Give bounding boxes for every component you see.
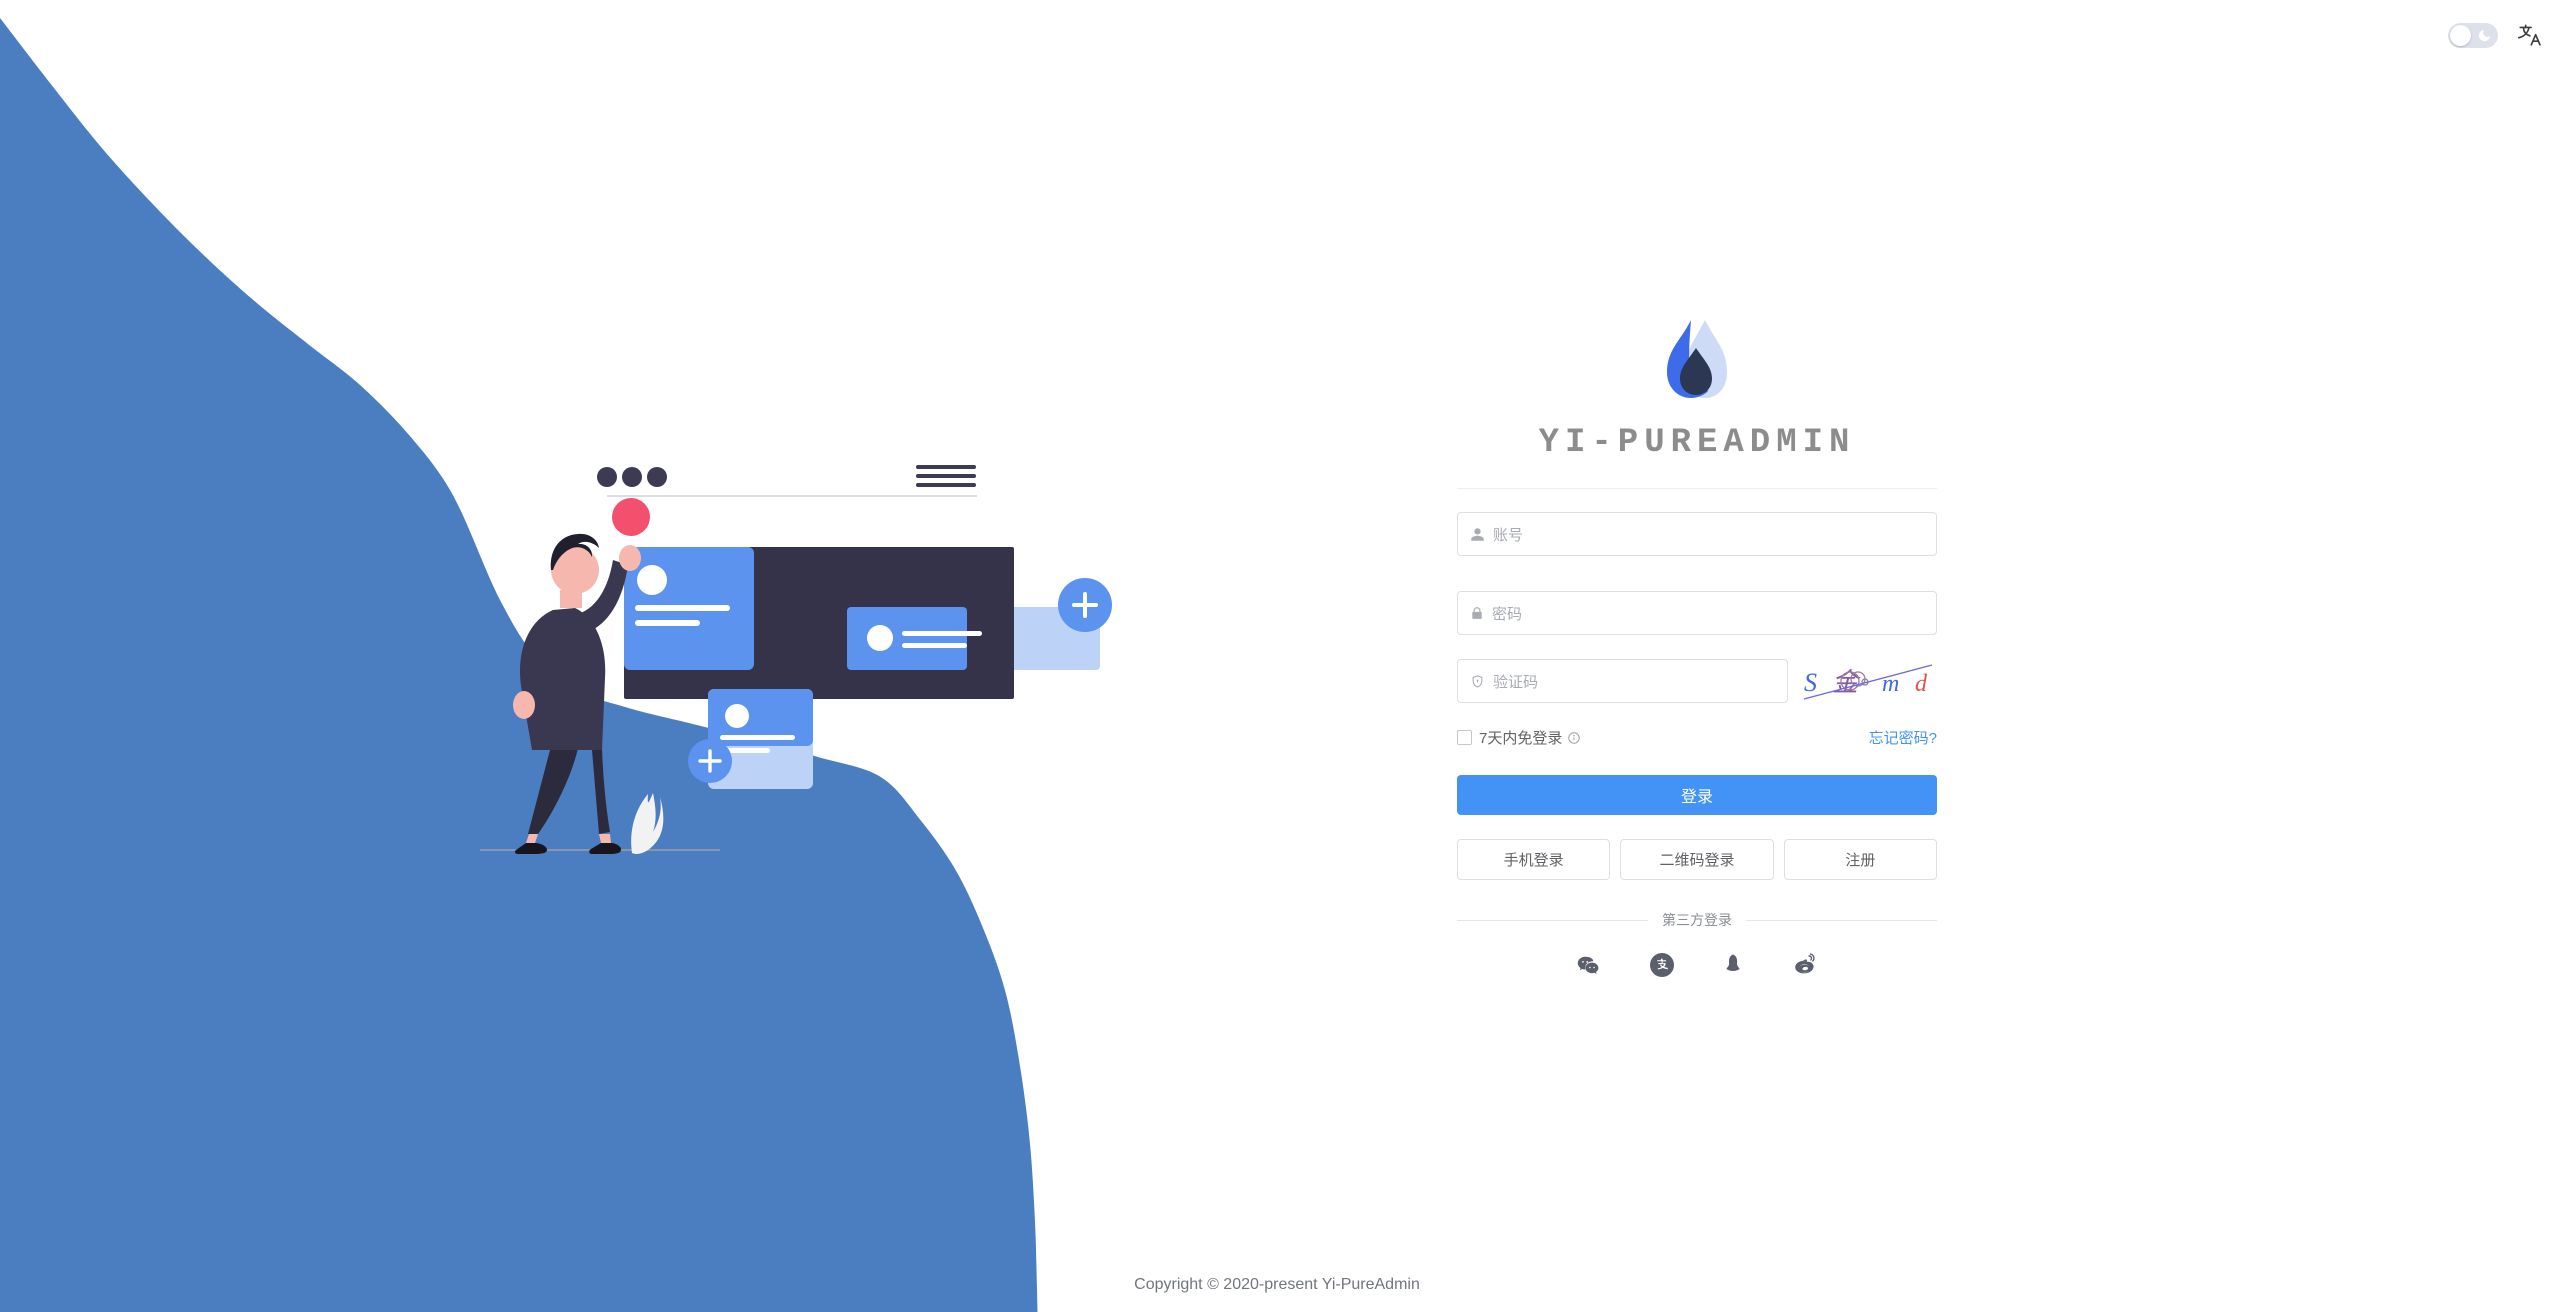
svg-text:d: d [1915,671,1928,697]
svg-text:S: S [1804,668,1817,697]
